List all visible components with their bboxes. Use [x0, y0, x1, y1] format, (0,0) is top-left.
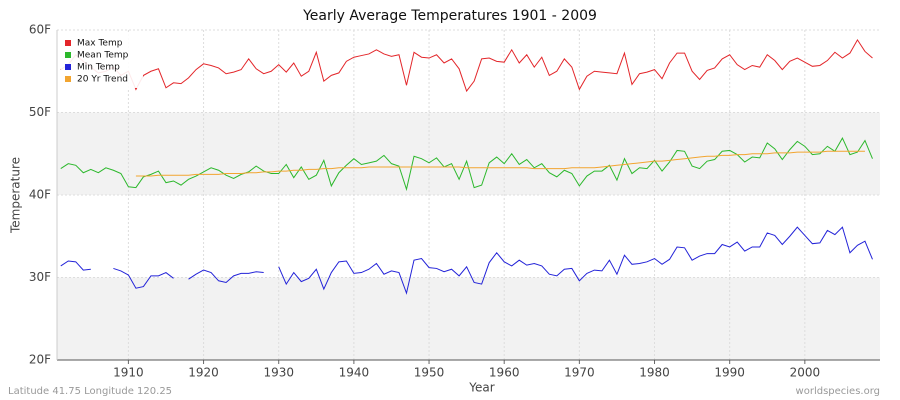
- legend-label: 20 Yr Trend: [77, 75, 128, 85]
- footer-left: Latitude 41.75 Longitude 120.25: [8, 386, 172, 397]
- x-tick-label: 1990: [714, 366, 745, 380]
- legend: Max Temp Mean Temp Min Temp 20 Yr Trend: [61, 34, 143, 88]
- x-axis-label: Year: [468, 381, 494, 395]
- legend-label: Mean Temp: [77, 51, 129, 61]
- legend-swatch: [65, 76, 71, 82]
- y-tick-label: 50F: [29, 105, 51, 119]
- chart-title: Yearly Average Temperatures 1901 - 2009: [302, 8, 597, 24]
- series-line: [60, 38, 873, 93]
- legend-swatch: [65, 40, 71, 46]
- x-tick-label: 1960: [489, 366, 520, 380]
- legend-swatch: [65, 64, 71, 70]
- series-line: [60, 226, 873, 295]
- x-tick-label: 1970: [564, 366, 595, 380]
- x-tick-label: 1920: [188, 366, 219, 380]
- y-tick-label: 30F: [29, 270, 51, 284]
- x-tick-label: 1940: [339, 366, 370, 380]
- band: [57, 277, 880, 360]
- y-tick-label: 20F: [29, 353, 51, 367]
- footer-right: worldspecies.org: [796, 386, 880, 397]
- legend-swatch: [65, 52, 71, 58]
- y-tick-label: 40F: [29, 188, 51, 202]
- y-axis-label: Temperature: [9, 157, 23, 234]
- band: [57, 112, 880, 195]
- x-tick-label: 1950: [414, 366, 445, 380]
- y-tick-label: 60F: [29, 23, 51, 37]
- x-tick-label: 1910: [113, 366, 144, 380]
- legend-box: [61, 34, 143, 88]
- x-tick-label: 1930: [263, 366, 294, 380]
- series-line: [135, 150, 865, 177]
- legend-label: Max Temp: [77, 39, 123, 49]
- legend-label: Min Temp: [77, 63, 120, 73]
- x-tick-label: 2000: [790, 366, 821, 380]
- x-tick-label: 1980: [639, 366, 670, 380]
